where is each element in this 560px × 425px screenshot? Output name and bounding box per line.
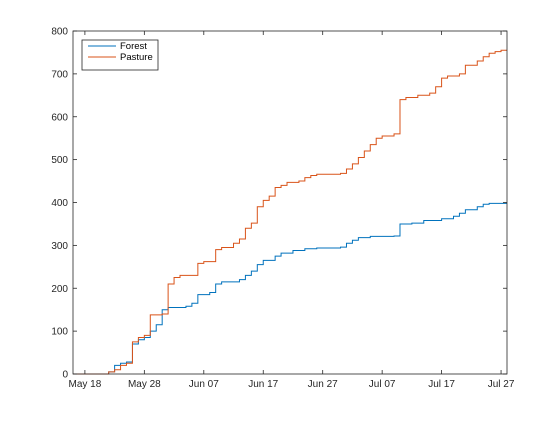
x-tick-label: Jun 07 xyxy=(189,379,219,390)
axes-layer: 0 100 200 300 400 500 600 700 800 May 18 May 28 Jun… xyxy=(51,27,515,391)
x-tick-label: Jul 07 xyxy=(369,379,396,390)
x-tick-label: Jul 27 xyxy=(488,379,515,390)
x-tick-label: Jun 27 xyxy=(308,379,338,390)
y-tick-label: 600 xyxy=(51,112,68,123)
series-line-forest xyxy=(73,202,507,375)
y-tick-label: 700 xyxy=(51,69,68,80)
y-tick-label: 400 xyxy=(51,198,68,209)
x-tick-label: Jul 17 xyxy=(428,379,455,390)
y-tick-label: 800 xyxy=(51,27,68,38)
y-tick-label: 300 xyxy=(51,241,68,252)
y-tick-label: 200 xyxy=(51,284,68,295)
y-tick-label: 500 xyxy=(51,155,68,166)
legend-box xyxy=(81,39,159,71)
series-line-pasture xyxy=(73,49,507,375)
legend-label-forest: Forest xyxy=(120,41,147,52)
plot-area xyxy=(73,31,507,374)
legend-label-pasture: Pasture xyxy=(120,52,153,63)
y-tick-label: 100 xyxy=(51,327,68,338)
x-tick-label: May 18 xyxy=(68,379,101,390)
series-layer xyxy=(73,49,507,375)
x-tick-label: Jun 17 xyxy=(248,379,278,390)
x-tick-label: May 28 xyxy=(128,379,161,390)
y-tick-label: 0 xyxy=(62,370,68,381)
